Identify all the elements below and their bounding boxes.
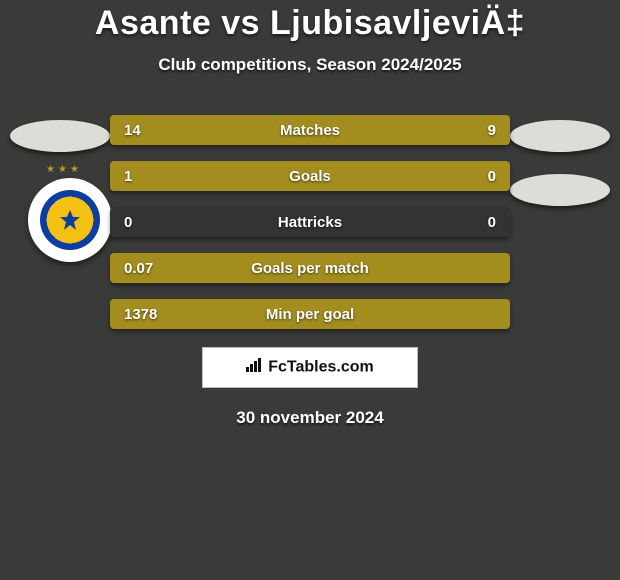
brand-footer[interactable]: FcTables.com [202, 347, 418, 388]
page-subtitle: Club competitions, Season 2024/2025 [0, 55, 620, 75]
brand-label: FcTables.com [268, 359, 374, 376]
stats-table: 14Matches91Goals00Hattricks00.07Goals pe… [110, 115, 510, 329]
stat-row: 1378Min per goal [110, 299, 510, 329]
stat-row: 0Hattricks0 [110, 207, 510, 237]
player-left-silhouette [10, 120, 110, 152]
date-label: 30 november 2024 [0, 408, 620, 428]
stat-metric-label: Goals [110, 168, 510, 185]
chart-icon [246, 358, 264, 377]
player-right-silhouette [510, 120, 610, 152]
stat-value-right: 0 [488, 214, 496, 231]
stat-metric-label: Goals per match [110, 260, 510, 277]
star-icon: ★ [58, 164, 67, 175]
stat-value-right: 9 [488, 122, 496, 139]
stat-row: 1Goals0 [110, 161, 510, 191]
player-right-silhouette-2 [510, 174, 610, 206]
stat-row: 0.07Goals per match [110, 253, 510, 283]
star-icon: ★ [46, 164, 55, 175]
stat-metric-label: Min per goal [110, 306, 510, 323]
stat-row: 14Matches9 [110, 115, 510, 145]
stat-metric-label: Matches [110, 122, 510, 139]
star-icon: ★ [70, 164, 79, 175]
stat-metric-label: Hattricks [110, 214, 510, 231]
club-crest-left: ★ ★ ★ [28, 178, 112, 262]
stat-value-right: 0 [488, 168, 496, 185]
crest-emblem-icon [56, 208, 84, 232]
page-title: Asante vs LjubisavljeviÄ‡ [0, 4, 620, 43]
